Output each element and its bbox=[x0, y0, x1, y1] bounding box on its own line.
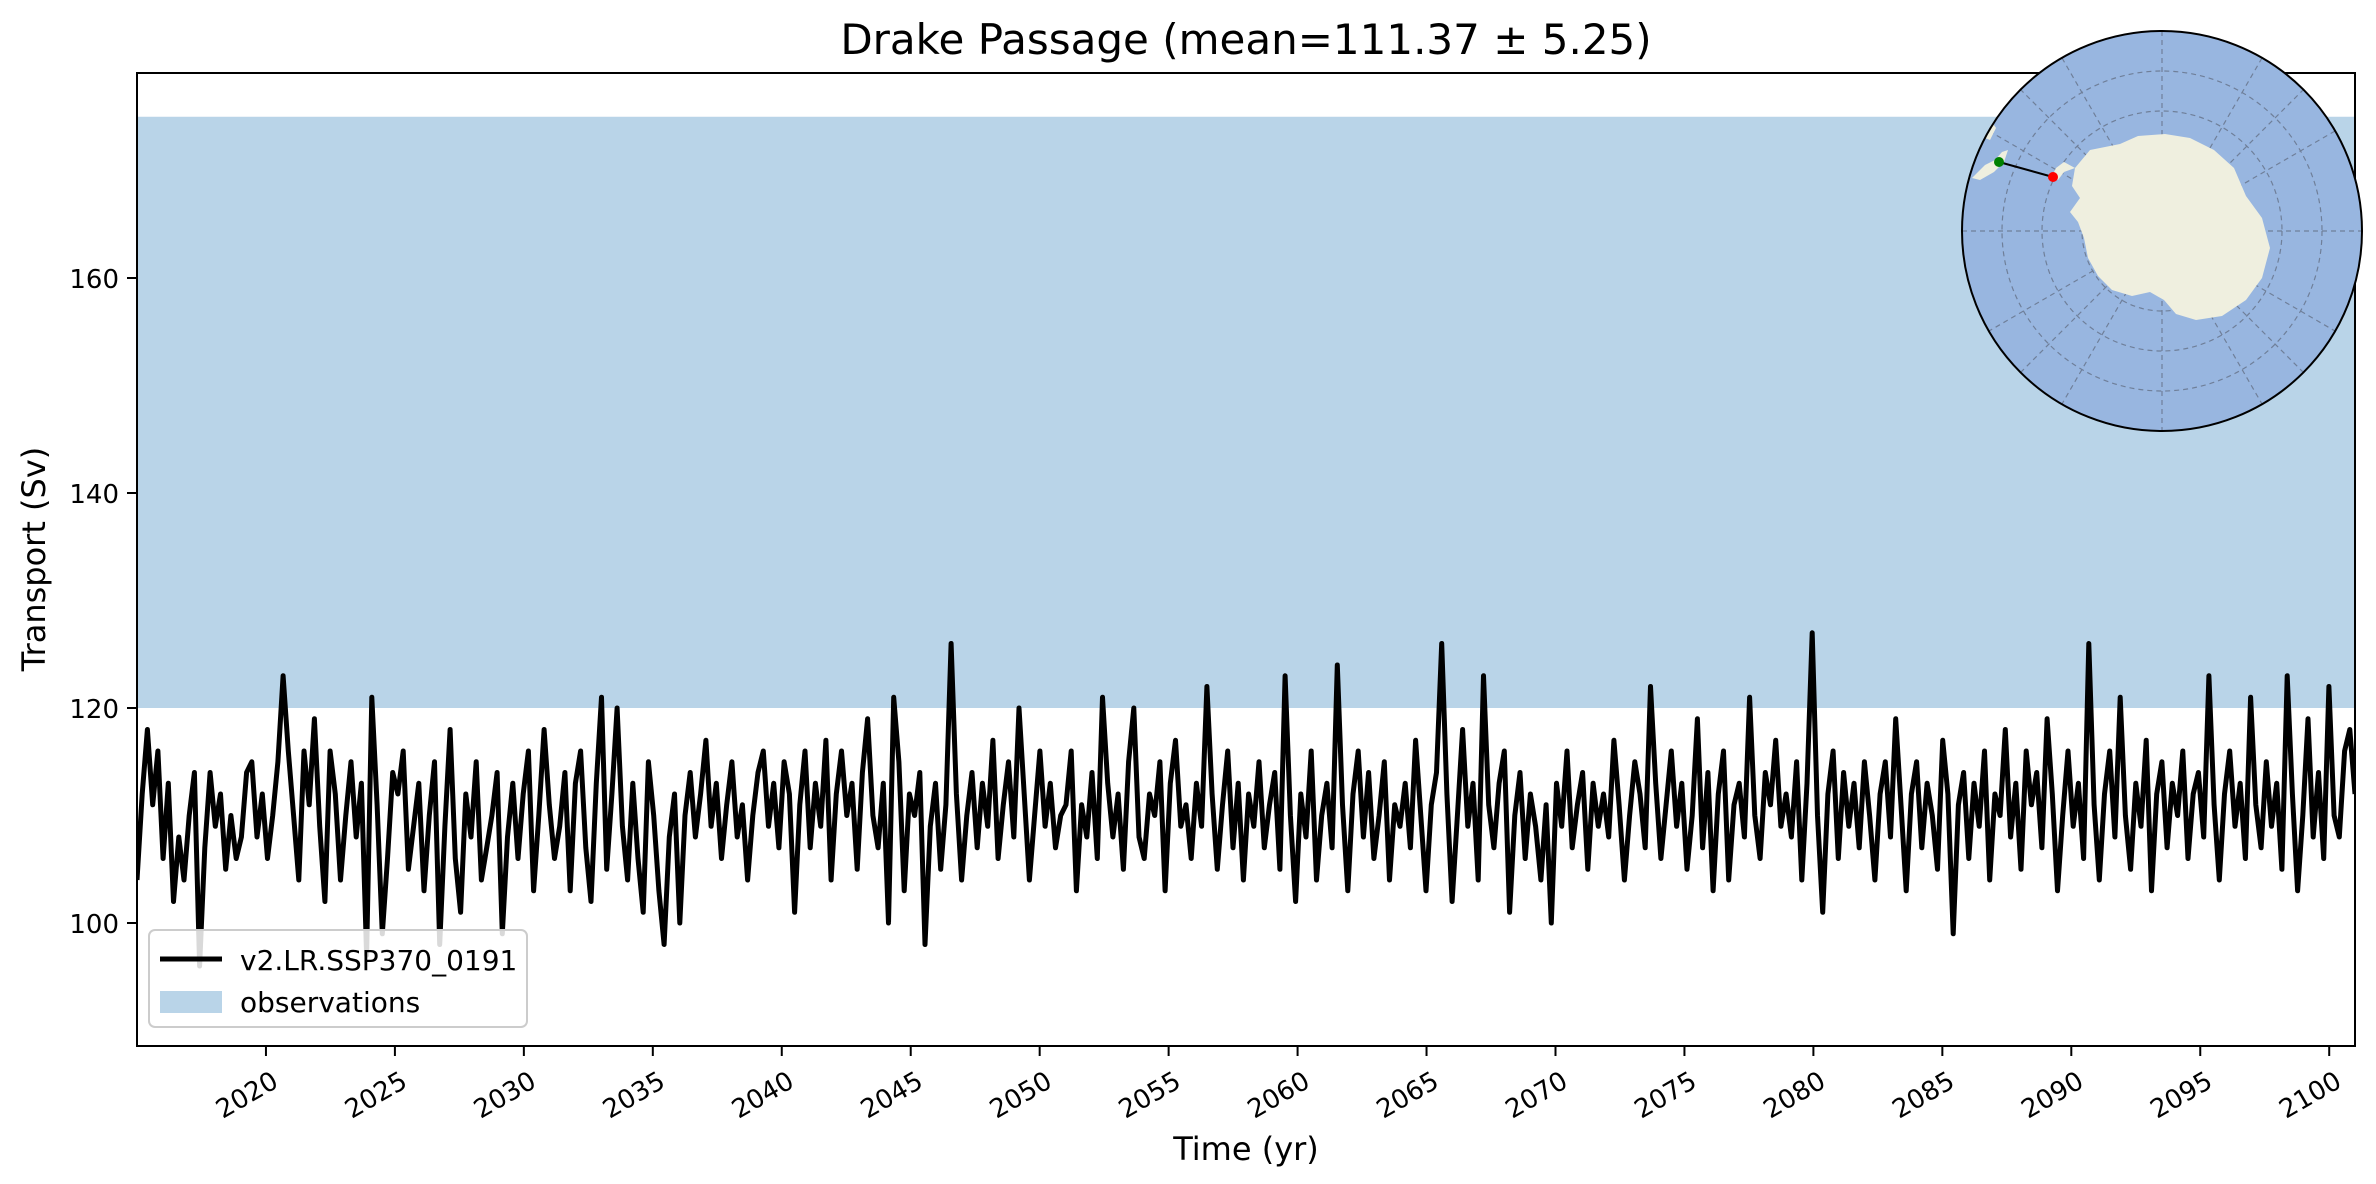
legend-box bbox=[148, 929, 528, 1028]
y-tick-label: 120 bbox=[69, 695, 119, 725]
chart-title: Drake Passage (mean=111.37 ± 5.25) bbox=[840, 15, 1651, 64]
x-tick-label: 2070 bbox=[1501, 1066, 1573, 1125]
x-tick-label: 2080 bbox=[1759, 1066, 1831, 1125]
y-tick-label: 100 bbox=[69, 910, 119, 940]
x-tick-label: 2055 bbox=[1114, 1066, 1186, 1125]
section-start-point bbox=[1994, 157, 2004, 167]
x-tick-label: 2100 bbox=[2274, 1066, 2346, 1125]
x-tick-label: 2085 bbox=[1888, 1066, 1960, 1125]
antarctica-landmass bbox=[2070, 134, 2270, 320]
legend-swatch-observations bbox=[160, 991, 222, 1013]
y-axis: 100 120 140 160 bbox=[69, 265, 137, 940]
x-tick-label: 2050 bbox=[985, 1066, 1057, 1125]
x-axis: 2020 2025 2030 2035 2040 2045 2050 2055 2060 2065… bbox=[211, 1046, 2347, 1125]
x-tick-label: 2035 bbox=[598, 1066, 670, 1125]
x-tick-label: 2060 bbox=[1243, 1066, 1315, 1125]
x-tick-label: 2040 bbox=[727, 1066, 799, 1125]
inset-polar-map bbox=[1961, 30, 2363, 432]
drake-passage-section bbox=[1998, 161, 2054, 178]
x-tick-label: 2030 bbox=[469, 1066, 541, 1125]
x-tick-label: 2065 bbox=[1372, 1066, 1444, 1125]
map-border bbox=[1961, 30, 2363, 432]
x-tick-label: 2045 bbox=[856, 1066, 928, 1125]
y-tick-label: 160 bbox=[69, 265, 119, 295]
y-tick-label: 140 bbox=[69, 480, 119, 510]
x-tick-label: 2020 bbox=[211, 1066, 283, 1125]
y-axis-label: Transport (Sv) bbox=[15, 447, 53, 673]
legend: v2.LR.SSP370_0191 observations bbox=[148, 929, 528, 1028]
section-end-point bbox=[2048, 172, 2058, 182]
x-tick-label: 2075 bbox=[1630, 1066, 1702, 1125]
series-line bbox=[137, 630, 2355, 969]
south-america-coast bbox=[1985, 122, 1996, 140]
x-tick-label: 2090 bbox=[2016, 1066, 2088, 1125]
legend-label-observations: observations bbox=[240, 986, 420, 1019]
x-axis-label: Time (yr) bbox=[1172, 1130, 1319, 1168]
x-tick-label: 2025 bbox=[340, 1066, 412, 1125]
x-tick-label: 2095 bbox=[2145, 1066, 2217, 1125]
legend-label-series: v2.LR.SSP370_0191 bbox=[240, 944, 517, 977]
axes-frame bbox=[136, 72, 2356, 1047]
